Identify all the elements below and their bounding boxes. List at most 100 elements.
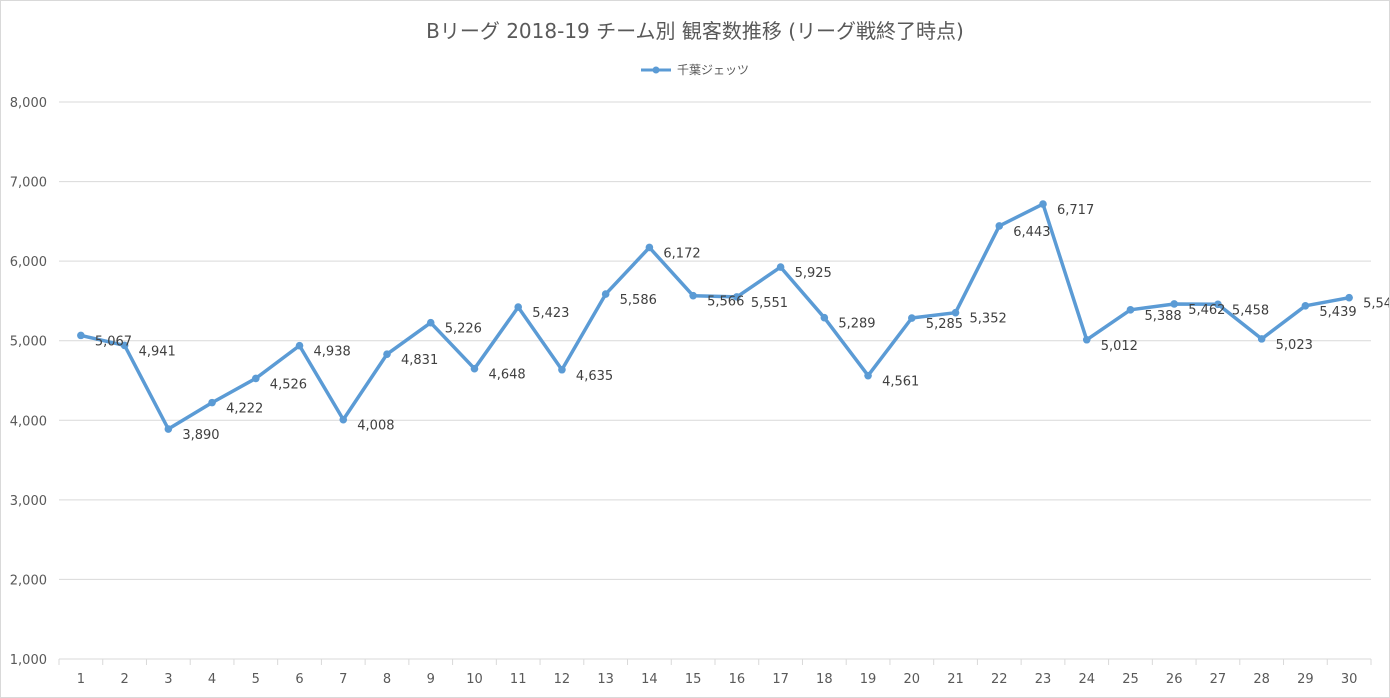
legend: 千葉ジェッツ (1, 61, 1389, 78)
y-tick-label: 4,000 (10, 414, 47, 429)
x-tick-label: 9 (427, 672, 435, 687)
data-point (77, 331, 85, 340)
x-tick-label: 3 (164, 672, 172, 687)
data-label: 5,352 (970, 312, 1007, 327)
data-label: 5,423 (532, 306, 569, 321)
data-point (426, 318, 435, 327)
x-tick-label: 12 (554, 672, 571, 687)
x-tick-label: 5 (252, 672, 260, 687)
data-label: 5,226 (445, 322, 482, 337)
data-point (252, 374, 260, 383)
legend-label: 千葉ジェッツ (676, 63, 749, 77)
y-tick-label: 6,000 (10, 255, 47, 270)
data-point (120, 341, 129, 350)
x-tick-label: 24 (1078, 672, 1095, 687)
x-tick-label: 20 (904, 672, 921, 687)
data-label: 5,551 (751, 296, 788, 311)
x-tick-label: 27 (1210, 672, 1227, 687)
data-point (558, 365, 566, 374)
data-point (1214, 300, 1222, 309)
data-point (164, 425, 173, 433)
data-point (601, 290, 610, 298)
data-point (1257, 335, 1266, 343)
x-tick-label: 17 (772, 672, 789, 687)
data-point (383, 350, 391, 358)
x-tick-label: 15 (685, 672, 702, 687)
x-tick-label: 13 (597, 672, 614, 687)
data-label: 4,938 (314, 345, 351, 360)
series-line (79, 202, 1351, 431)
data-point (1039, 200, 1047, 208)
data-point (1126, 306, 1135, 314)
data-point (908, 314, 916, 322)
data-point (733, 293, 741, 301)
x-tick-label: 23 (1035, 672, 1052, 687)
data-point (339, 415, 348, 424)
x-tick-label: 28 (1253, 672, 1270, 687)
data-label: 5,012 (1101, 339, 1138, 354)
data-point (470, 364, 479, 373)
y-tick-label: 1,000 (10, 653, 47, 668)
data-point (514, 303, 522, 311)
data-label: 4,561 (882, 375, 919, 390)
data-label: 4,941 (139, 344, 176, 359)
y-tick-label: 5,000 (10, 335, 47, 350)
chart-title: Bリーグ 2018-19 チーム別 観客数推移 (リーグ戦終了時点) (426, 19, 964, 43)
data-label: 4,222 (226, 402, 263, 417)
data-label: 4,648 (488, 368, 525, 383)
data-label: 6,443 (1013, 225, 1050, 240)
data-point (820, 313, 829, 322)
data-point (645, 243, 654, 252)
x-tick-label: 1 (77, 672, 85, 687)
data-label: 5,586 (620, 293, 657, 308)
y-tick-label: 3,000 (10, 494, 47, 509)
x-tick-label: 22 (991, 672, 1008, 687)
data-label: 5,541 (1363, 297, 1389, 312)
x-tick-label: 4 (208, 672, 216, 687)
x-tick-label: 11 (510, 672, 527, 687)
data-label: 4,831 (401, 353, 438, 368)
x-tick-label: 6 (295, 672, 303, 687)
data-label: 3,890 (182, 428, 219, 443)
data-point (995, 222, 1004, 230)
data-label: 5,439 (1319, 305, 1356, 320)
data-label: 4,008 (357, 419, 394, 434)
x-tick-label: 29 (1297, 672, 1314, 687)
x-tick-label: 25 (1122, 672, 1139, 687)
data-label: 5,067 (95, 334, 132, 349)
data-point (689, 291, 697, 300)
data-point (1082, 335, 1091, 344)
data-label: 5,925 (795, 266, 832, 281)
x-tick-label: 7 (339, 672, 347, 687)
data-label: 5,023 (1276, 338, 1313, 353)
data-label: 5,388 (1144, 309, 1181, 324)
data-label: 5,462 (1188, 303, 1225, 318)
data-point (864, 371, 872, 380)
data-label: 4,526 (270, 377, 307, 392)
data-point (1301, 301, 1310, 310)
data-point (951, 308, 960, 317)
x-tick-label: 21 (947, 672, 964, 687)
x-tick-label: 10 (466, 672, 483, 687)
x-tick-label: 14 (641, 672, 658, 687)
data-point (295, 341, 304, 350)
x-tick-label: 30 (1341, 672, 1358, 687)
y-tick-label: 7,000 (10, 176, 47, 191)
y-tick-label: 2,000 (10, 573, 47, 588)
data-point (1345, 293, 1353, 302)
data-label: 6,172 (663, 246, 700, 261)
data-label: 5,566 (707, 295, 744, 310)
x-tick-label: 16 (729, 672, 746, 687)
data-label: 5,285 (926, 317, 963, 332)
data-point (1170, 300, 1178, 308)
data-point (776, 263, 785, 271)
data-label: 5,289 (838, 317, 875, 332)
x-tick-label: 8 (383, 672, 391, 687)
x-tick-label: 19 (860, 672, 877, 687)
data-label: 4,635 (576, 369, 613, 384)
data-label: 5,458 (1232, 303, 1269, 318)
data-point (208, 398, 216, 407)
data-label: 6,717 (1057, 203, 1094, 218)
